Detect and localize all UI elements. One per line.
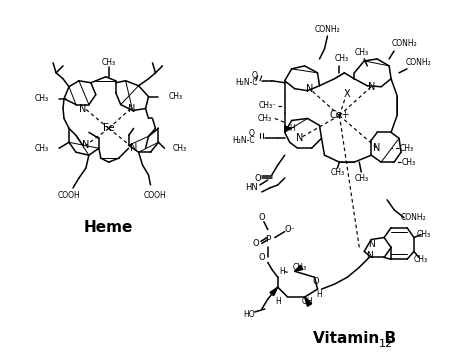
Text: CH₃: CH₃	[402, 158, 416, 166]
Text: CONH₂: CONH₂	[391, 39, 417, 48]
Text: N: N	[367, 82, 375, 92]
Text: CH₃: CH₃	[168, 92, 182, 101]
Text: CONH₂: CONH₂	[406, 58, 432, 67]
Text: Vitamin B: Vitamin B	[313, 331, 396, 346]
Text: HO: HO	[243, 310, 255, 319]
Text: Fe: Fe	[103, 124, 115, 134]
Text: N: N	[366, 251, 373, 260]
Text: CH₃: CH₃	[354, 48, 368, 58]
Polygon shape	[270, 287, 278, 296]
Text: CH₃: CH₃	[258, 114, 272, 123]
Text: HN: HN	[246, 183, 258, 193]
Text: Co+: Co+	[329, 111, 350, 121]
Text: CH₃: CH₃	[334, 54, 348, 63]
Text: X: X	[344, 89, 351, 99]
Text: H: H	[289, 124, 294, 133]
Text: N: N	[128, 103, 135, 113]
Text: O: O	[253, 239, 259, 248]
Text: CH₃: CH₃	[35, 94, 49, 103]
Text: O: O	[255, 174, 261, 183]
Text: N: N	[368, 240, 374, 249]
Text: 12: 12	[379, 339, 393, 349]
Text: H₂N-C: H₂N-C	[235, 78, 258, 87]
Text: CH₃: CH₃	[292, 263, 307, 272]
Text: H₂N-C: H₂N-C	[232, 136, 255, 145]
Text: N: N	[306, 84, 313, 94]
Text: Heme: Heme	[84, 220, 134, 235]
Text: CONH₂: CONH₂	[315, 25, 340, 34]
Text: CH₃: CH₃	[173, 144, 186, 153]
Text: N: N	[79, 103, 87, 113]
Text: O: O	[249, 129, 255, 138]
Text: COOH: COOH	[144, 192, 167, 200]
Text: H: H	[279, 267, 284, 276]
Polygon shape	[305, 297, 312, 306]
Text: CONH₂: CONH₂	[401, 213, 427, 222]
Text: O: O	[258, 213, 265, 222]
Text: CH₃: CH₃	[35, 144, 49, 153]
Text: CH₃: CH₃	[400, 144, 414, 153]
Text: N: N	[296, 133, 303, 143]
Text: H: H	[275, 296, 281, 305]
Text: H: H	[317, 290, 322, 299]
Text: CH₃: CH₃	[330, 168, 345, 176]
Text: P: P	[265, 235, 271, 244]
Text: CH₃: CH₃	[102, 58, 116, 67]
Text: O: O	[258, 253, 265, 262]
Text: CH₃: CH₃	[414, 255, 428, 264]
Text: O: O	[252, 71, 258, 80]
Text: O: O	[312, 277, 319, 286]
Text: CH₃⁻: CH₃⁻	[259, 101, 277, 110]
Text: O⁻: O⁻	[284, 225, 295, 234]
Text: CH₃: CH₃	[417, 230, 431, 239]
Text: OH: OH	[302, 296, 313, 305]
Polygon shape	[285, 126, 292, 131]
Text: CH₃: CH₃	[354, 174, 368, 183]
Text: COOH: COOH	[58, 192, 81, 200]
Text: N: N	[82, 140, 90, 150]
Polygon shape	[295, 265, 303, 271]
Text: N: N	[374, 143, 381, 153]
Text: N: N	[130, 143, 137, 153]
